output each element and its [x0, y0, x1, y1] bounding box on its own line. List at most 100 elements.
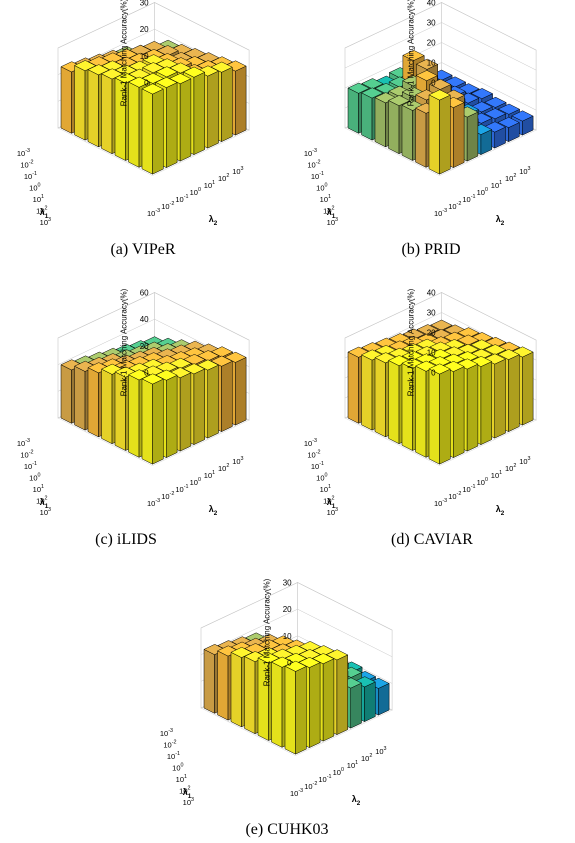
lambda2-tick-label: 10-3 — [290, 788, 303, 798]
z-tick-label: 20 — [283, 605, 292, 614]
lambda1-tick-label: 10-1 — [311, 171, 324, 181]
bar-side-face — [336, 654, 348, 736]
lambda1-tick-label: 10-1 — [24, 461, 37, 471]
bar-top-face — [155, 66, 178, 78]
bar-side-face — [235, 65, 247, 136]
lambda1-tick-label: 10-3 — [17, 148, 30, 158]
caption-caviar: (d) CAVIAR — [391, 531, 473, 549]
bar-top-face — [169, 357, 192, 369]
bar-front-face — [388, 360, 400, 445]
lambda2-tick-label: 103 — [519, 456, 530, 466]
bar-side-face — [295, 666, 307, 755]
lambda2-tick-label: 10-3 — [147, 208, 160, 218]
bar — [428, 89, 451, 175]
z-tick-label: 10 — [427, 349, 436, 358]
bar-top-face — [196, 359, 220, 371]
lambda2-tick-label: 10-1 — [462, 484, 475, 494]
bar-top-face — [456, 334, 480, 346]
lambda1-tick-label: 100 — [316, 473, 327, 483]
bar-top-face — [210, 61, 233, 73]
caption-ilids: (c) iLIDS — [95, 531, 157, 549]
bar-top-face — [416, 324, 439, 336]
lambda2-tick-label: 100 — [333, 767, 344, 777]
bar-front-face — [60, 66, 72, 134]
bar-front-face — [361, 354, 373, 431]
bar-front-face — [101, 368, 113, 445]
lambda2-tick-label: 10-2 — [448, 201, 461, 211]
bar-front-face — [347, 351, 359, 424]
panel-ilids: 0 20 40 60 Rank-1 Matching Accuracy(%) 10-3 10… — [0, 288, 287, 517]
bar-side-face — [221, 360, 233, 433]
z-tick-label: 20 — [140, 342, 149, 351]
lambda2-tick-label: 10-2 — [448, 491, 461, 501]
z-tick-label: 0 — [144, 369, 149, 378]
bars — [347, 49, 534, 175]
bar-top-face — [210, 355, 233, 367]
bars — [60, 336, 247, 465]
lambda1-tick-label: 100 — [29, 473, 40, 483]
bar-top-face — [483, 344, 507, 356]
caption-letter: (c) — [95, 531, 113, 548]
z-tick-label: 30 — [283, 579, 292, 588]
caption-letter: (b) — [401, 241, 421, 258]
bar-front-face — [128, 81, 140, 168]
bar-top-face — [497, 348, 520, 360]
lambda1-axis-label: λ1 — [327, 207, 336, 220]
lambda2-tick-label: 102 — [505, 173, 516, 183]
lambda1-tick-label: 101 — [33, 484, 44, 494]
bar-top-face — [470, 339, 493, 351]
bar-front-face — [428, 94, 440, 175]
lambda1-axis-label: λ1 — [40, 497, 49, 510]
bar-front-face — [60, 364, 72, 424]
caption-viper: (a) VIPeR — [110, 241, 175, 259]
z-gridline — [200, 608, 393, 657]
bar-side-face — [466, 363, 479, 452]
z-tick-label: 30 — [427, 309, 436, 318]
lambda2-axis-label: λ2 — [496, 504, 505, 517]
lambda1-tick-label: 101 — [320, 484, 331, 494]
lambda1-tick-label: 101 — [33, 194, 44, 204]
z-gridline — [344, 292, 537, 341]
lambda1-tick-label: 10-3 — [304, 438, 317, 448]
lambda2-axis-label: λ2 — [209, 504, 218, 517]
bar-side-face — [179, 372, 192, 452]
lambda1-tick-label: 10-3 — [304, 148, 317, 158]
lambda2-tick-label: 101 — [347, 760, 358, 770]
bar-top-face — [429, 348, 452, 360]
z-tick-label: 60 — [140, 289, 149, 298]
bar-front-face — [415, 107, 427, 168]
lambda2-tick-label: 101 — [204, 470, 215, 480]
lambda2-tick-label: 10-1 — [175, 194, 188, 204]
lambda2-tick-label: 103 — [232, 166, 243, 176]
lambda2-tick-label: 103 — [375, 746, 386, 756]
floor-gridline — [57, 127, 153, 176]
bar-top-face — [429, 341, 452, 353]
lambda1-tick-label: 100 — [316, 183, 327, 193]
bar-top-face — [415, 58, 439, 70]
bar-front-face — [87, 367, 99, 438]
bar-side-face — [466, 111, 479, 162]
bar-front-face — [128, 374, 140, 458]
z-axis-label: Rank-1 Matching Accuracy(%) — [120, 288, 129, 396]
bar-side-face — [522, 351, 534, 426]
bar-front-face — [284, 665, 296, 755]
floor-gridline — [152, 419, 250, 466]
bars — [347, 319, 534, 465]
bar-front-face — [244, 656, 256, 735]
bar-top-face — [155, 369, 178, 381]
lambda1-tick-label: 10-2 — [307, 160, 320, 170]
bars — [60, 39, 247, 175]
bar-top-face — [484, 96, 507, 108]
lambda1-tick-label: 101 — [176, 774, 187, 784]
bar-side-face — [350, 682, 362, 729]
z-axis-label: Rank-1 Matching Accuracy(%) — [263, 578, 272, 686]
bars — [203, 632, 390, 755]
floor-gridline — [200, 707, 296, 756]
bar-front-face — [361, 92, 373, 141]
lambda2-ticks: 10-3 10-2 10-1 100 101 102 103 — [147, 456, 244, 508]
lambda2-tick-label: 100 — [190, 477, 201, 487]
caption-text: PRID — [424, 241, 461, 258]
lambda1-tick-label: 102 — [323, 206, 334, 216]
floor-gridline — [295, 709, 393, 756]
